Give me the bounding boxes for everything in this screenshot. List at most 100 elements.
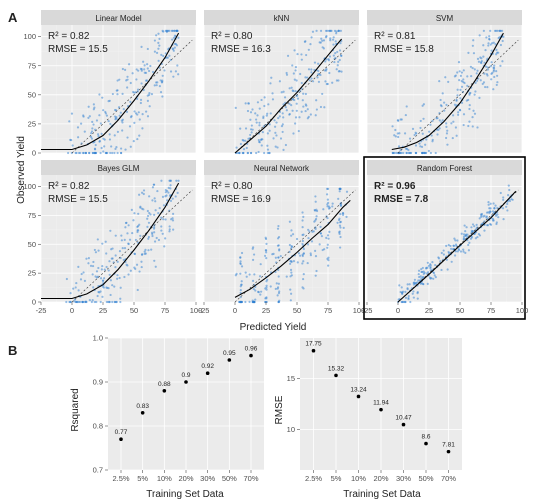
data-point	[302, 260, 305, 263]
data-point	[489, 43, 492, 46]
data-point	[462, 238, 465, 241]
x-tick-label: 100	[353, 306, 366, 315]
data-point	[172, 36, 176, 39]
data-point	[109, 293, 112, 297]
data-point	[125, 79, 128, 82]
data-point	[136, 230, 139, 234]
data-point	[468, 93, 471, 96]
data-point	[296, 97, 300, 100]
data-point	[323, 106, 326, 109]
data-point	[401, 422, 406, 427]
data-point	[405, 151, 408, 155]
data-point	[294, 122, 297, 125]
data-point	[420, 145, 424, 148]
data-point	[462, 113, 466, 116]
data-point	[257, 291, 260, 294]
data-point	[107, 269, 110, 272]
data-point	[174, 195, 177, 198]
data-point	[140, 265, 143, 269]
data-point	[256, 114, 259, 117]
data-point	[108, 300, 111, 304]
data-point	[164, 191, 167, 194]
data-point	[475, 72, 478, 75]
axis-label-x-rsquared: Training Set Data	[146, 489, 224, 500]
data-point	[263, 104, 266, 108]
data-point	[422, 117, 425, 120]
data-point	[91, 273, 94, 276]
data-point	[142, 60, 145, 63]
data-point	[290, 104, 293, 107]
data-point	[325, 68, 328, 71]
data-point	[429, 151, 433, 155]
data-point	[125, 110, 129, 113]
data-point	[404, 296, 408, 299]
data-point	[444, 136, 448, 140]
data-point	[266, 148, 270, 151]
data-point	[129, 145, 132, 148]
data-point	[462, 248, 465, 251]
data-point	[421, 104, 424, 107]
data-point	[257, 150, 260, 154]
fit-line	[234, 199, 351, 298]
data-point	[118, 276, 121, 280]
data-point	[286, 54, 290, 57]
data-point	[111, 300, 114, 304]
axis-label-x-rmse: Training Set Data	[343, 489, 421, 500]
data-point	[471, 125, 474, 128]
data-point	[254, 112, 257, 115]
data-point	[441, 119, 444, 122]
data-point	[102, 150, 105, 153]
x-tick-label: 50	[293, 306, 301, 315]
data-point	[425, 138, 428, 141]
data-point	[163, 245, 166, 248]
data-point	[265, 284, 268, 287]
data-point	[412, 290, 415, 293]
data-point	[398, 284, 401, 287]
data-point	[319, 73, 322, 77]
data-point	[91, 151, 94, 155]
data-point	[184, 380, 188, 384]
data-point	[140, 191, 144, 194]
data-point	[92, 260, 95, 264]
data-point	[67, 151, 70, 155]
data-point	[421, 266, 424, 270]
data-point	[114, 265, 117, 269]
data-point	[314, 195, 317, 198]
data-point	[106, 151, 109, 155]
rmse-annotation: RMSE = 15.8	[374, 44, 434, 55]
data-point	[260, 144, 263, 147]
data-point	[94, 128, 97, 131]
data-point	[244, 271, 247, 274]
y-tick-label: 25	[28, 269, 36, 278]
data-point	[493, 207, 496, 210]
data-point	[485, 216, 488, 219]
data-point	[87, 105, 90, 108]
data-point	[120, 147, 123, 150]
data-point	[162, 218, 165, 221]
data-point	[115, 300, 118, 304]
data-point	[244, 127, 248, 130]
data-point	[469, 237, 473, 240]
data-point	[239, 262, 242, 265]
data-point	[276, 237, 280, 240]
data-point	[306, 243, 310, 246]
data-point	[335, 68, 338, 71]
data-point	[113, 285, 116, 288]
data-point	[157, 212, 160, 215]
rmse-annotation: RMSE = 15.5	[48, 194, 108, 205]
data-point	[114, 300, 117, 304]
data-point	[157, 238, 161, 242]
x-tick-label: 50%	[418, 474, 433, 483]
data-point	[124, 226, 127, 229]
data-point	[483, 72, 486, 75]
data-point	[239, 300, 242, 304]
data-point	[258, 107, 261, 110]
data-label: 0.9	[181, 372, 190, 379]
data-point	[252, 300, 255, 304]
y-tick-label: 50	[28, 240, 36, 249]
data-point	[507, 194, 510, 197]
data-point	[163, 69, 166, 72]
data-point	[240, 280, 243, 283]
data-point	[294, 69, 297, 72]
